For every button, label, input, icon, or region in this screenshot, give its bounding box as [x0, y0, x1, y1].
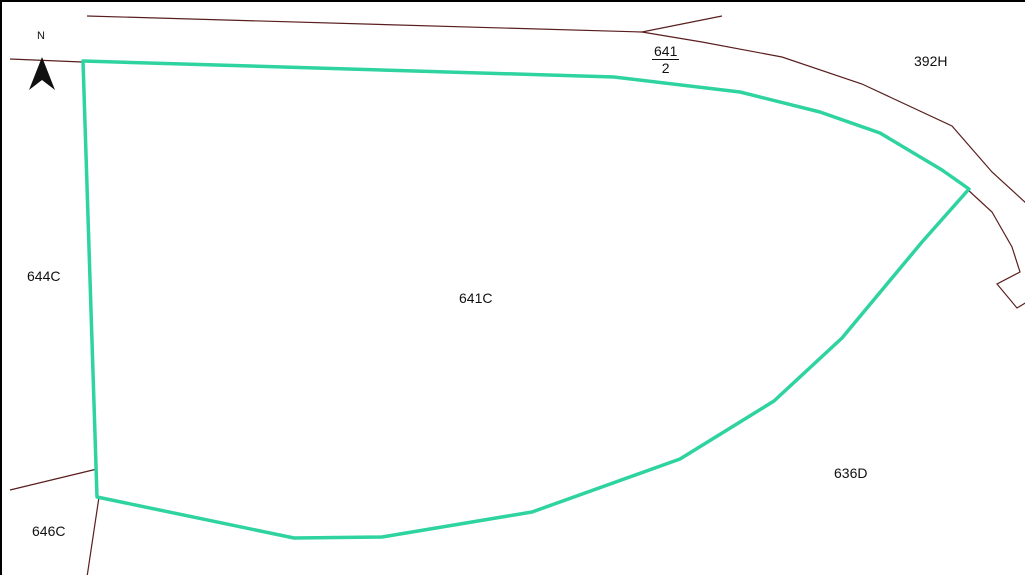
parcel-label-southeast[interactable]: 636D — [834, 465, 868, 481]
road-lower-edge — [9, 58, 83, 63]
subject-parcel-outline — [81, 59, 971, 540]
parcel-label-northeast[interactable]: 392H — [914, 53, 948, 69]
road-curve-inner — [966, 188, 1025, 309]
boundary-sw-west — [9, 468, 98, 491]
road-north-edge — [86, 15, 723, 33]
road-curve-outer — [641, 31, 1025, 203]
parcel-label-southwest[interactable]: 646C — [32, 523, 66, 539]
road-parcel-denominator: 2 — [661, 60, 670, 76]
road-parcel-label[interactable]: 641 2 — [652, 43, 680, 76]
parcel-label-subject[interactable]: 641C — [459, 290, 493, 306]
north-arrow-icon — [29, 57, 55, 90]
north-label: N — [37, 30, 45, 42]
road-parcel-numerator: 641 — [652, 43, 680, 60]
parcel-label-west[interactable]: 644C — [27, 268, 61, 284]
boundary-sw-south — [86, 496, 100, 575]
